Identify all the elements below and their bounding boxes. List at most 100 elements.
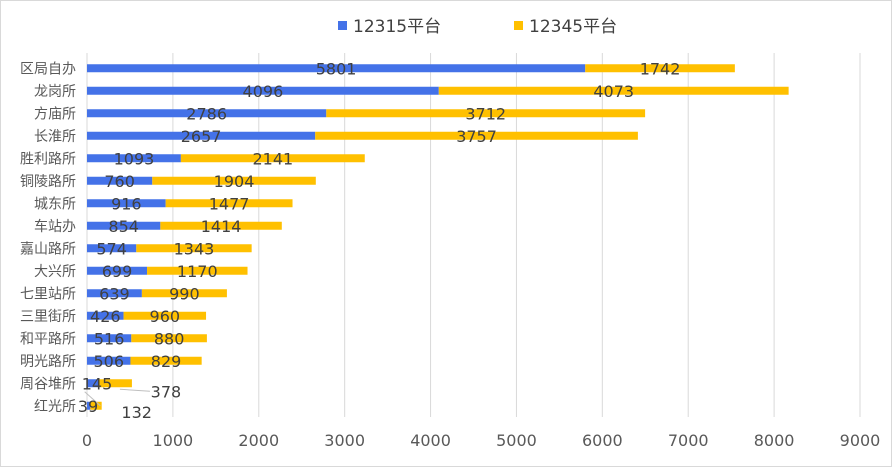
data-label-12315: 760 <box>104 172 135 191</box>
x-tick-label: 4000 <box>410 431 451 450</box>
data-label-12345: 132 <box>121 403 152 422</box>
bars-area <box>87 64 789 410</box>
bar-12315 <box>87 244 137 253</box>
x-tick-label: 2000 <box>238 431 279 450</box>
bar-12345 <box>160 221 282 230</box>
bar-12315 <box>87 131 316 140</box>
data-label-12345: 829 <box>151 352 182 371</box>
bar-12315 <box>87 221 161 230</box>
bar-12345 <box>326 109 646 118</box>
legend-swatch <box>514 21 523 30</box>
data-label-12315: 574 <box>96 239 127 258</box>
bar-12345 <box>99 379 132 388</box>
bar-12345 <box>130 356 202 365</box>
data-label-12345: 4073 <box>593 82 634 101</box>
data-label-12315: 699 <box>102 262 133 281</box>
category-label: 车站办 <box>34 218 76 235</box>
data-label-12345: 1414 <box>201 217 242 236</box>
bar-12315 <box>87 176 153 185</box>
bar-12345 <box>131 334 207 343</box>
x-tick-label: 9000 <box>840 431 881 450</box>
value-axis: 0 1000 2000 3000 4000 5000 6000 7000 8000 9000 <box>82 431 880 450</box>
legend-label: 12315平台 <box>353 17 441 37</box>
bar-12345 <box>141 289 227 298</box>
bar-12315 <box>87 199 166 208</box>
bar-12345 <box>147 266 248 275</box>
data-label-12315: 145 <box>82 374 113 393</box>
data-label-12315: 916 <box>111 194 142 213</box>
bar-12315 <box>87 356 131 365</box>
bar-12315 <box>87 379 100 388</box>
category-label: 长淮所 <box>34 129 76 145</box>
data-label-12315: 639 <box>99 284 130 303</box>
bar-12345 <box>90 401 102 410</box>
x-tick-label: 6000 <box>582 431 623 450</box>
x-tick-label: 0 <box>82 431 92 450</box>
leader-line <box>84 391 101 407</box>
category-label: 方庙所 <box>34 106 76 122</box>
leader-line <box>119 388 150 392</box>
legend-label: 12345平台 <box>529 17 617 37</box>
category-label: 龙岗所 <box>34 84 76 100</box>
x-tick-label: 1000 <box>153 431 194 450</box>
category-axis: 区局自办龙岗所方庙所长淮所胜利路所铜陵路所城东所车站办嘉山路所大兴所七里站所三里… <box>20 61 76 415</box>
bar-12315 <box>87 311 124 320</box>
data-label-12345: 2141 <box>252 149 293 168</box>
data-label-12345: 990 <box>169 284 200 303</box>
category-label: 嘉山路所 <box>20 241 76 257</box>
data-label-12315: 516 <box>94 329 125 348</box>
bar-12315 <box>87 109 327 118</box>
category-label: 红光所 <box>34 399 76 415</box>
category-label: 胜利路所 <box>20 151 76 167</box>
data-label-12345: 880 <box>154 329 185 348</box>
bar-12345 <box>585 64 735 73</box>
data-label-12315: 426 <box>90 307 121 326</box>
data-labels: 5801 1742 4096 4073 2786 3712 2657 3757 1093 2141… <box>78 59 681 422</box>
category-label: 区局自办 <box>20 61 76 77</box>
data-label-12315: 39 <box>78 397 98 416</box>
x-tick-label: 5000 <box>496 431 537 450</box>
bar-12345 <box>136 244 252 253</box>
data-label-12315: 2786 <box>186 104 227 123</box>
bar-12345 <box>315 131 638 140</box>
category-label: 明光路所 <box>20 354 76 370</box>
category-label: 城东所 <box>34 196 76 212</box>
bar-12315 <box>87 401 91 410</box>
x-tick-label: 7000 <box>668 431 709 450</box>
category-label: 大兴所 <box>34 264 76 280</box>
category-label: 三里街所 <box>20 309 76 325</box>
data-label-12315: 4096 <box>243 82 284 101</box>
bar-12345 <box>438 86 789 95</box>
data-label-12345: 378 <box>151 382 182 401</box>
bar-12315 <box>87 266 148 275</box>
bar-12345 <box>152 176 316 185</box>
legend-swatch <box>338 21 347 30</box>
data-label-12345: 1742 <box>640 59 681 78</box>
data-label-12315: 854 <box>108 217 139 236</box>
category-label: 铜陵路所 <box>20 174 76 190</box>
data-label-12315: 1093 <box>114 149 155 168</box>
category-label: 周谷堆所 <box>20 376 76 392</box>
x-tick-label: 8000 <box>754 431 795 450</box>
bar-12315 <box>87 86 439 95</box>
bar-12345 <box>165 199 293 208</box>
bar-12315 <box>87 289 142 298</box>
data-label-12345: 1477 <box>209 194 250 213</box>
bar-12315 <box>87 64 586 73</box>
bar-12345 <box>123 311 207 320</box>
category-label: 七里站所 <box>20 286 76 302</box>
x-tick-label: 3000 <box>324 431 365 450</box>
data-label-12345: 1904 <box>214 172 255 191</box>
bar-12315 <box>87 154 181 163</box>
data-label-12345: 960 <box>150 307 181 326</box>
bar-12345 <box>180 154 365 163</box>
data-label-12345: 3712 <box>465 104 506 123</box>
data-label-12345: 3757 <box>456 127 497 146</box>
category-label: 和平路所 <box>20 331 76 347</box>
data-label-12315: 506 <box>93 352 124 371</box>
data-label-12315: 5801 <box>316 59 357 78</box>
data-label-12345: 1170 <box>177 262 218 281</box>
legend: 12315平台 12345平台 <box>338 17 617 37</box>
